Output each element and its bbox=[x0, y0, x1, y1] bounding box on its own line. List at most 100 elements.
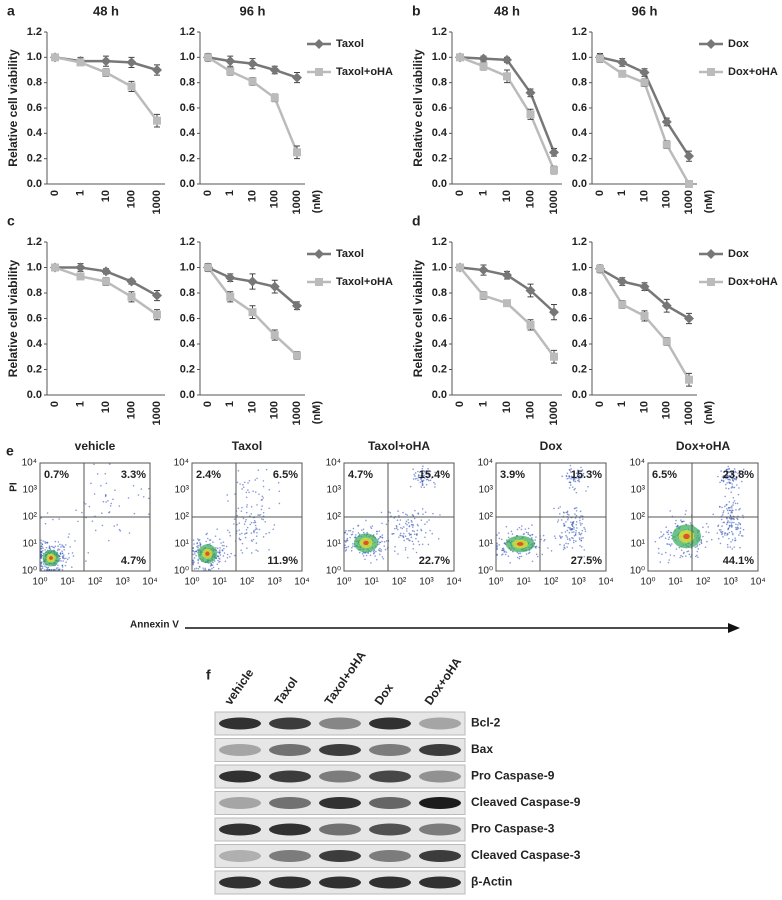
flow-dot bbox=[273, 524, 276, 526]
flow-dot bbox=[728, 509, 731, 512]
flow-dot bbox=[574, 517, 577, 519]
flow-dot bbox=[358, 551, 361, 554]
flow-dot bbox=[378, 549, 381, 552]
y-tick-label: 10⁴ bbox=[22, 458, 37, 469]
flow-dot bbox=[236, 481, 239, 484]
y-tick-label: 10³ bbox=[23, 485, 38, 496]
flow-dot bbox=[429, 529, 431, 532]
flow-dot bbox=[698, 543, 701, 546]
flow-dot bbox=[561, 536, 563, 538]
flow-dot bbox=[250, 532, 253, 534]
flow-dot bbox=[729, 476, 732, 478]
flow-dot bbox=[568, 475, 571, 478]
arrow-head bbox=[728, 623, 740, 633]
flow-dot bbox=[586, 472, 589, 474]
flow-dot bbox=[113, 525, 116, 527]
x-tick-label: 10⁴ bbox=[446, 577, 461, 588]
flow-dot bbox=[511, 533, 514, 535]
flow-dot bbox=[559, 506, 562, 508]
flow-dot bbox=[62, 546, 65, 548]
marker bbox=[270, 93, 279, 102]
flow-dot bbox=[739, 507, 741, 510]
x-tick-label: 10 bbox=[246, 401, 258, 413]
flow-dot bbox=[262, 511, 265, 514]
marker bbox=[126, 57, 137, 68]
flow-dot bbox=[728, 537, 730, 540]
flow-dot bbox=[580, 532, 583, 535]
flow-dot bbox=[346, 539, 348, 541]
blot-band bbox=[419, 770, 461, 783]
lane-label: vehicle bbox=[222, 666, 257, 708]
flow-dot bbox=[722, 477, 725, 480]
marker bbox=[525, 285, 536, 296]
flow-dot bbox=[697, 556, 699, 558]
flow-dot bbox=[364, 552, 366, 554]
flow-dot bbox=[413, 533, 416, 535]
flow-dot bbox=[361, 552, 364, 555]
flow-dot bbox=[575, 491, 578, 494]
flow-dot bbox=[58, 518, 60, 520]
flow-dot bbox=[41, 543, 44, 546]
flow-dot bbox=[417, 513, 420, 515]
marker bbox=[247, 58, 258, 69]
flow-dot bbox=[197, 562, 200, 564]
x-tick-label: 10⁰ bbox=[640, 577, 655, 588]
flow-dot bbox=[84, 503, 87, 505]
flow-dot bbox=[408, 525, 411, 528]
flow-dot bbox=[582, 472, 585, 475]
flow-dot bbox=[226, 529, 229, 532]
y-tick-label: 0.8 bbox=[572, 287, 587, 299]
flow-dot bbox=[422, 472, 425, 475]
y-tick-label: 0.2 bbox=[572, 153, 587, 165]
flow-dot bbox=[735, 523, 737, 525]
flow-dot bbox=[722, 536, 724, 538]
flow-dot bbox=[726, 507, 728, 510]
marker bbox=[684, 151, 694, 162]
flow-dot bbox=[110, 502, 113, 505]
flow-dot bbox=[572, 475, 575, 478]
flow-dot bbox=[411, 524, 414, 526]
flow-dot bbox=[389, 511, 392, 514]
marker bbox=[153, 310, 161, 319]
flow-dot bbox=[243, 523, 246, 525]
flow-dot bbox=[426, 521, 428, 523]
flow-dot bbox=[51, 545, 53, 548]
flow-dot bbox=[193, 568, 196, 570]
flow-dot bbox=[666, 531, 669, 534]
x-tick-label: 10⁰ bbox=[488, 577, 503, 588]
flow-dot bbox=[397, 553, 399, 555]
x-tick-label: 10² bbox=[544, 577, 559, 588]
marker bbox=[661, 116, 672, 127]
flow-dot bbox=[241, 542, 244, 545]
flow-dot bbox=[731, 471, 734, 474]
flow-dot bbox=[700, 539, 703, 541]
flow-dot bbox=[377, 538, 379, 541]
flow-dot bbox=[233, 518, 236, 520]
flow-dot bbox=[568, 514, 570, 516]
y-tick-label: 1.0 bbox=[572, 261, 587, 273]
flow-dot bbox=[369, 554, 372, 557]
flow-dot bbox=[243, 533, 246, 535]
flow-dot bbox=[421, 482, 424, 485]
flow-dot bbox=[229, 534, 232, 537]
flow-dot bbox=[392, 533, 394, 535]
flow-dot bbox=[517, 552, 520, 555]
flow-dot bbox=[394, 545, 396, 548]
marker bbox=[618, 300, 627, 309]
blot-band bbox=[319, 797, 361, 809]
marker bbox=[685, 180, 693, 188]
flow-dot bbox=[730, 523, 733, 525]
flow-dot bbox=[577, 470, 579, 472]
flow-dot bbox=[220, 542, 222, 544]
flow-dot bbox=[366, 531, 368, 534]
flow-dot bbox=[569, 539, 571, 541]
x-tick-label: 1 bbox=[616, 401, 628, 407]
flow-dot bbox=[664, 537, 667, 540]
flow-dot bbox=[579, 524, 582, 526]
flow-dot bbox=[379, 547, 381, 550]
flow-dot bbox=[731, 521, 733, 524]
x-axis-label: (nM) bbox=[311, 190, 323, 214]
flow-dot bbox=[439, 514, 441, 516]
y-tick-label: 1.0 bbox=[27, 51, 42, 63]
flow-dot bbox=[382, 557, 385, 560]
